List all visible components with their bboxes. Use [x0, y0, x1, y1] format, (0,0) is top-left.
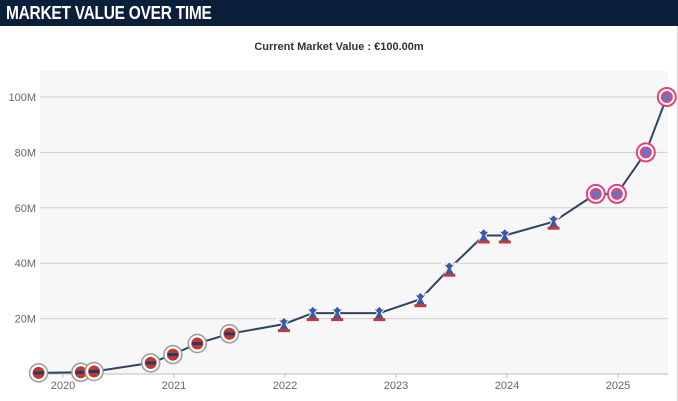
crest-base: [331, 318, 344, 322]
data-point-reading: [163, 344, 183, 365]
x-tick-label: 2023: [384, 380, 408, 392]
eagle-crest-icon: [413, 291, 428, 307]
crest-base: [277, 329, 290, 333]
data-point-bayern-munich: [606, 183, 627, 204]
crest-base: [498, 240, 511, 244]
crest-band: [145, 361, 156, 365]
data-point-crystal-palace: [371, 305, 387, 322]
section-title: MARKET VALUE OVER TIME: [6, 3, 212, 23]
crest-band: [75, 370, 86, 374]
data-point-crystal-palace: [276, 316, 292, 333]
crest-base: [373, 318, 386, 322]
data-point-crystal-palace: [305, 305, 321, 322]
chart-title: Current Market Value : €100.00m: [254, 41, 424, 53]
eagle-crest-icon: [276, 316, 292, 332]
data-point-crystal-palace: [441, 260, 457, 277]
x-tick-label: 2024: [495, 380, 519, 392]
crest-center: [642, 148, 650, 156]
crest-base: [547, 226, 560, 230]
data-point-reading: [28, 363, 49, 383]
data-point-crystal-palace: [413, 291, 428, 308]
crest-band: [192, 342, 203, 345]
x-axis: 2020 2021 2022 2023 2024 2025: [51, 374, 630, 392]
crest-base: [306, 318, 319, 322]
section-header: MARKET VALUE OVER TIME: [0, 0, 678, 26]
crest-base: [443, 273, 456, 277]
crest-band: [89, 370, 100, 373]
x-tick-label: 2020: [51, 380, 75, 392]
y-tick-label: 100M: [8, 92, 36, 104]
crest-base: [477, 240, 490, 244]
x-tick-label: 2022: [273, 380, 297, 392]
x-tick-label: 2021: [162, 380, 186, 392]
crest-band: [167, 353, 178, 357]
grid-lines: [40, 96, 668, 375]
data-point-crystal-palace: [497, 227, 513, 244]
eagle-crest-icon: [329, 305, 345, 321]
data-point-reading: [187, 333, 208, 354]
data-point-crystal-palace: [329, 305, 345, 322]
data-point-reading: [84, 361, 104, 382]
data-point-crystal-palace: [476, 227, 492, 244]
y-tick-label: 80M: [15, 147, 36, 159]
eagle-crest-icon: [305, 305, 321, 321]
eagle-crest-icon: [546, 213, 561, 230]
eagle-crest-icon: [371, 305, 387, 321]
data-point-reading: [219, 324, 240, 344]
data-point-bayern-munich: [585, 183, 606, 204]
crest-center: [613, 190, 621, 198]
crest-band: [224, 332, 235, 336]
data-points: [28, 87, 677, 383]
data-point-bayern-munich: [656, 87, 677, 107]
crest-band: [33, 371, 44, 375]
crest-center: [592, 190, 600, 198]
eagle-crest-icon: [441, 260, 457, 277]
eagle-crest-icon: [497, 227, 513, 243]
eagle-crest-icon: [476, 227, 492, 243]
y-tick-label: 60M: [15, 203, 36, 215]
y-tick-label: 40M: [15, 258, 36, 270]
y-axis: 20M 40M 60M 80M 100M: [8, 92, 36, 326]
y-tick-label: 20M: [15, 314, 36, 326]
crest-base: [414, 304, 427, 308]
plot-area: [40, 71, 668, 374]
data-point-bayern-munich: [635, 142, 656, 163]
crest-center: [663, 93, 671, 101]
data-point-reading: [140, 353, 161, 373]
x-tick-label: 2025: [606, 380, 630, 392]
data-point-crystal-palace: [546, 213, 561, 230]
